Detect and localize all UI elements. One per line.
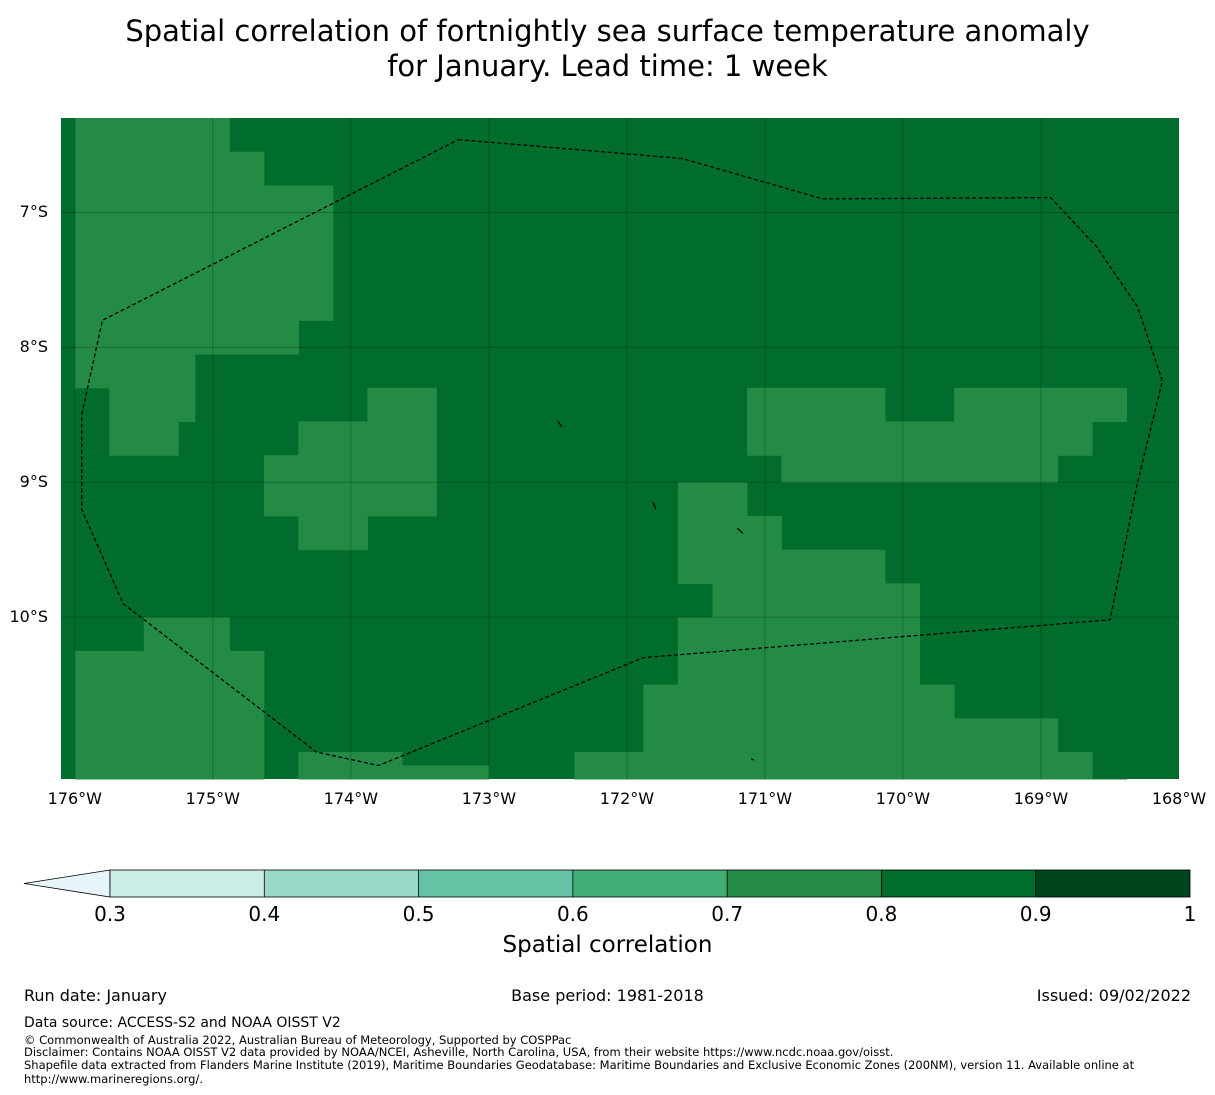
correlation-cell-07-08 [263,455,437,517]
colorbar-tick: 0.3 [94,902,126,926]
colorbar-label: Spatial correlation [502,932,713,958]
colorbar-tick: 0.8 [865,902,898,926]
correlation-cell-07-08 [367,387,437,423]
correlation-cell-07-08 [74,118,230,153]
longitude-label: 171°W [737,789,793,808]
colorbar-tick: 0.7 [711,902,744,926]
correlation-cell-07-08 [643,718,1059,753]
colorbar-segment [418,870,573,897]
gridlines [61,118,1179,779]
latitude-label: 7°S [19,202,48,222]
correlation-cell-07-08 [746,387,886,423]
colorbar [23,869,1191,898]
correlation-cell-07-08 [74,354,196,389]
island [736,527,744,534]
longitude-label: 176°W [47,789,102,808]
correlation-cell-07-08 [298,515,368,551]
issued-date: Issued: 09/02/2022 [1036,986,1191,1005]
colorbar-segment [110,870,265,897]
correlation-cell-07-08 [781,455,1059,483]
correlation-cell-07-08 [712,583,921,618]
correlation-cell-07-08 [1092,779,1128,780]
longitude-label: 175°W [185,789,240,808]
colorbar-segment [264,870,419,897]
correlation-cell-07-08 [677,515,782,551]
correlation-cell-07-08 [746,421,1093,456]
colorbar-outline [109,869,1191,898]
longitude-label: 168°W [1151,789,1207,808]
longitude-label: 173°W [461,789,517,808]
correlation-cell-07-08 [74,320,299,355]
colorbar-extend-arrow [23,869,111,898]
colorbar-tick: 0.9 [1019,902,1052,926]
island [750,758,755,761]
colorbar-tick: 0.5 [402,902,435,926]
correlation-cell-07-08 [74,185,334,321]
correlation-cell-07-08 [298,421,437,456]
title-line-2: for January. Lead time: 1 week [387,49,828,83]
correlation-cell-07-08 [74,650,265,780]
longitude-label: 169°W [1013,789,1069,808]
correlation-cell-07-08 [954,387,1128,423]
correlation-cell-07-08 [643,684,955,719]
correlation-cell-07-08 [298,752,403,780]
latitude-label: 10°S [9,607,48,627]
longitude-label: 174°W [323,789,379,808]
colorbar-tick: 0.6 [556,902,589,926]
correlation-cell-07-08 [677,549,886,584]
correlation-cell-07-08 [677,765,748,780]
colorbar-segment [727,870,882,897]
disclaimer: Disclaimer: Contains NOAA OISST V2 data … [24,1045,894,1059]
correlation-cell-07-08 [401,765,490,780]
data-source: Data source: ACCESS-S2 and NOAA OISST V2 [24,1015,341,1031]
base-period: Base period: 1981-2018 [511,986,704,1005]
island [557,421,563,428]
correlation-cell-07-08 [574,752,1093,780]
longitude-label: 170°W [875,789,931,808]
chart-title: Spatial correlation of fortnightly sea s… [0,14,1215,84]
run-date: Run date: January [24,986,167,1005]
copyright: © Commonwealth of Australia 2022, Austra… [24,1033,572,1047]
colorbar-tick: 1 [1183,902,1197,926]
title-line-1: Spatial correlation of fortnightly sea s… [125,14,1090,48]
eez-boundary [81,138,1164,767]
colorbar-segment [572,870,728,897]
correlation-cell-07-08 [677,617,921,686]
latitude-label: 9°S [19,472,48,492]
latitude-label: 8°S [19,337,48,357]
correlation-cell-07-08 [143,617,230,652]
shapefile-url: http://www.marineregions.org/. [24,1072,203,1086]
colorbar-segment [881,870,1036,897]
correlation-cell-07-08 [677,482,748,517]
shapefile-credit: Shapefile data extracted from Flanders M… [24,1058,1135,1072]
correlation-cell-07-08 [109,387,196,423]
map-panel [61,118,1179,780]
correlation-cell-07-08 [109,421,179,456]
island [652,502,657,510]
longitude-label: 172°W [599,789,655,808]
colorbar-tick: 0.4 [248,902,281,926]
colorbar-segment [1035,870,1190,897]
correlation-cell-07-08 [74,151,265,186]
